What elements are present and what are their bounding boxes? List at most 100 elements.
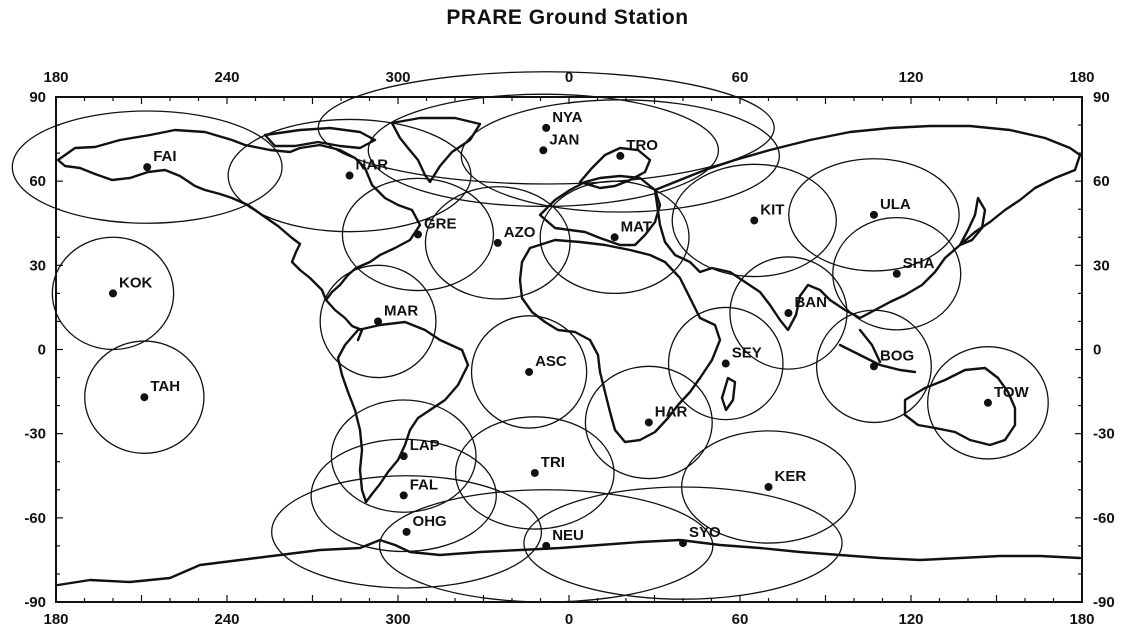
lat-tick-label: 30 bbox=[1093, 257, 1110, 274]
station-fai: FAI bbox=[11, 110, 283, 224]
station-label: OHG bbox=[413, 513, 447, 530]
station-marker bbox=[644, 418, 653, 427]
lat-tick-label: -90 bbox=[1093, 594, 1115, 611]
lon-tick-label: 240 bbox=[214, 69, 239, 86]
visibility-circle bbox=[539, 180, 690, 295]
coast-indonesia bbox=[838, 328, 917, 374]
coast-scandinavia bbox=[578, 146, 652, 190]
lon-tick-label: 300 bbox=[385, 69, 410, 86]
lon-tick-label: 60 bbox=[732, 69, 749, 86]
visibility-circle bbox=[523, 486, 843, 600]
station-marker bbox=[140, 393, 149, 402]
lat-labels-left: 90 60 30 0 -30 -60 -90 bbox=[24, 89, 46, 611]
station-marker bbox=[750, 216, 759, 225]
station-neu: NEU bbox=[378, 489, 714, 603]
station-marker bbox=[374, 317, 383, 326]
lat-tick-label: 90 bbox=[29, 89, 46, 106]
station-tah: TAH bbox=[84, 340, 205, 454]
station-asc: ASC bbox=[470, 315, 588, 429]
station-marker bbox=[983, 398, 992, 407]
station-marker bbox=[679, 539, 687, 548]
lon-tick-label: 300 bbox=[385, 611, 410, 628]
station-marker bbox=[784, 309, 793, 318]
station-marker bbox=[764, 482, 773, 491]
visibility-circle bbox=[424, 186, 571, 300]
lon-tick-label: 0 bbox=[565, 69, 573, 86]
station-label: NAR bbox=[356, 157, 389, 174]
station-fal: FAL bbox=[310, 438, 497, 553]
lon-tick-label: 120 bbox=[898, 611, 923, 628]
lat-tick-label: 60 bbox=[29, 173, 46, 190]
lat-tick-label: -30 bbox=[1093, 426, 1115, 443]
station-tow: TOW bbox=[927, 346, 1049, 460]
lat-tick-label: 30 bbox=[29, 257, 46, 274]
coast-asia bbox=[653, 124, 1082, 332]
lat-tick-label: -60 bbox=[1093, 510, 1115, 527]
station-lap: LAP bbox=[330, 399, 477, 513]
lon-tick-label: 240 bbox=[214, 611, 239, 628]
lat-tick-label: 60 bbox=[1093, 173, 1110, 190]
station-marker bbox=[721, 359, 730, 368]
coast-south-america bbox=[336, 320, 470, 504]
station-marker bbox=[399, 491, 408, 500]
visibility-circle bbox=[729, 256, 848, 370]
visibility-circle bbox=[310, 438, 497, 553]
visibility-circle bbox=[470, 315, 588, 429]
coast-madagascar bbox=[720, 376, 737, 412]
station-nya: NYA bbox=[317, 71, 775, 185]
station-har: HAR bbox=[584, 365, 713, 480]
station-marker bbox=[109, 289, 117, 298]
station-label: BOG bbox=[880, 347, 914, 364]
station-marker bbox=[399, 452, 408, 461]
visibility-circle bbox=[667, 306, 784, 421]
coast-greenland bbox=[390, 116, 482, 184]
station-label: NEU bbox=[552, 527, 584, 544]
station-label: KOK bbox=[119, 274, 153, 291]
visibility-circle bbox=[227, 118, 472, 233]
visibility-circle bbox=[11, 110, 283, 224]
lon-tick-label: 120 bbox=[898, 69, 923, 86]
visibility-circle bbox=[319, 264, 437, 379]
visibility-circle bbox=[341, 177, 495, 292]
station-syo: SYO bbox=[523, 486, 843, 600]
station-ula: ULA bbox=[788, 158, 960, 272]
station-ban: BAN bbox=[729, 256, 848, 370]
station-label: AZO bbox=[504, 224, 536, 241]
coastlines bbox=[56, 116, 1082, 587]
station-marker bbox=[542, 123, 551, 132]
station-tri: TRI bbox=[454, 416, 615, 530]
station-nar: NAR bbox=[227, 118, 472, 233]
lon-tick-label: 0 bbox=[565, 611, 573, 628]
map-title: PRARE Ground Station bbox=[446, 6, 689, 29]
lat-tick-label: -60 bbox=[24, 510, 46, 527]
lon-tick-label: 180 bbox=[43, 69, 68, 86]
coast-africa bbox=[518, 238, 722, 444]
station-azo: AZO bbox=[424, 186, 571, 300]
station-label: TAH bbox=[150, 378, 180, 395]
station-marker bbox=[413, 230, 422, 239]
visibility-circle bbox=[271, 475, 543, 589]
station-marker bbox=[616, 151, 625, 160]
station-label: KER bbox=[775, 468, 807, 485]
station-marker bbox=[525, 367, 534, 376]
coast-australia bbox=[903, 366, 1017, 447]
station-label: ULA bbox=[880, 196, 911, 213]
station-marker bbox=[869, 210, 878, 219]
coast-japan bbox=[958, 196, 987, 247]
station-marker bbox=[402, 527, 411, 536]
visibility-circle bbox=[330, 399, 477, 513]
lat-labels-right: 90 60 30 0 -30 -60 -90 bbox=[1093, 89, 1115, 611]
station-label: HAR bbox=[655, 403, 688, 420]
station-marker bbox=[892, 269, 901, 278]
station-label: TOW bbox=[994, 384, 1030, 401]
station-marker bbox=[345, 171, 354, 180]
station-label: KIT bbox=[760, 201, 784, 218]
lat-tick-label: 0 bbox=[1093, 342, 1101, 359]
station-marker bbox=[493, 238, 502, 247]
station-kit: KIT bbox=[671, 163, 837, 278]
station-sey: SEY bbox=[667, 306, 784, 421]
station-label: FAI bbox=[153, 148, 176, 165]
station-marker bbox=[539, 146, 548, 155]
visibility-circle bbox=[671, 163, 837, 278]
